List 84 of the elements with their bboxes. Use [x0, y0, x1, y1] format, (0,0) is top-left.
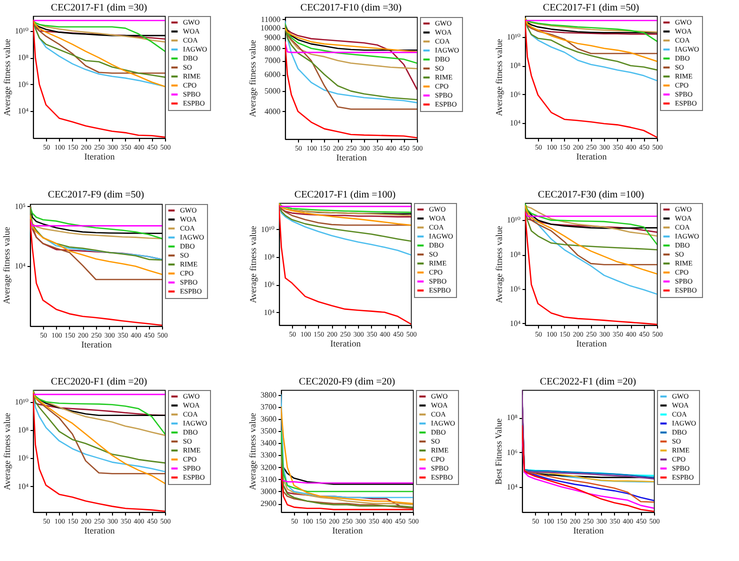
- y-tick-label: 10⁶: [510, 90, 521, 99]
- line-series: [285, 23, 417, 64]
- y-axis-title: Average fitness value: [2, 226, 12, 304]
- chart-title: CEC2020-F9 (dim =20): [298, 376, 396, 388]
- y-tick-label: 3700: [260, 402, 276, 412]
- y-tick-label: 3400: [260, 438, 276, 448]
- y-tick-label: 9000: [264, 33, 280, 42]
- y-tick-label: 3200: [260, 462, 276, 472]
- y-tick-label: 4000: [264, 106, 280, 116]
- y-tick-label: 7000: [264, 56, 280, 66]
- x-axis-title: Iteration: [336, 152, 368, 162]
- y-tick-label: 3500: [260, 426, 276, 436]
- y-tick-label: 5000: [264, 86, 280, 96]
- line-series: [33, 392, 165, 512]
- y-tick-label: 10⁴: [510, 118, 521, 128]
- y-axis-title: Average fitness value: [494, 38, 504, 116]
- y-tick-label: 3800: [260, 390, 276, 400]
- x-axis-title: Iteration: [330, 338, 362, 348]
- chart-title: CEC2017-F9 (dim =50): [48, 189, 144, 200]
- line-series: [281, 394, 413, 498]
- y-tick-label: 10¹⁰: [506, 216, 520, 225]
- chart-title: CEC2020-F1 (dim =20): [50, 376, 148, 388]
- x-axis-title: Iteration: [332, 526, 364, 536]
- y-tick-label: 8000: [264, 44, 280, 53]
- x-axis-title: Iteration: [576, 152, 608, 162]
- line-series: [33, 20, 165, 138]
- y-axis-title: Average fitness value: [2, 38, 12, 116]
- y-tick-label: 10⁴: [18, 482, 29, 491]
- chart-title: CEC2017-F30 (dim =100): [538, 190, 644, 200]
- y-tick-label: 10¹⁰: [14, 26, 28, 36]
- y-tick-label: 3100: [260, 474, 276, 484]
- line-series: [281, 430, 413, 492]
- line-series: [279, 205, 411, 325]
- y-axis-title: Best Fitness Value: [494, 418, 504, 485]
- line-series: [281, 442, 413, 508]
- y-axis-title: Average fitness value: [248, 226, 258, 304]
- chart-title: CEC2017-F10 (dim =30): [300, 2, 402, 14]
- y-axis-title: Average fitness value: [248, 40, 258, 118]
- y-axis-title: Average fitness value: [248, 412, 258, 490]
- y-tick-label: 10⁶: [510, 284, 521, 294]
- chart-title: CEC2017-F1 (dim =100): [294, 190, 396, 200]
- chart-title: CEC2017-F1 (dim =50): [542, 2, 640, 14]
- y-tick-label: 10⁶: [506, 448, 518, 457]
- y-tick-label: 10⁴: [510, 318, 521, 328]
- x-axis-title: Iteration: [576, 338, 608, 348]
- line-series: [281, 406, 413, 504]
- y-tick-label: 10000: [260, 24, 280, 33]
- y-tick-label: 10¹⁰: [506, 32, 520, 42]
- x-axis-title: Iteration: [573, 526, 604, 536]
- y-tick-label: 10¹⁰: [260, 224, 274, 234]
- chart-title: CEC2022-F1 (dim =20): [540, 376, 636, 388]
- y-tick-label: 10⁸: [506, 413, 518, 422]
- line-series: [285, 23, 417, 90]
- y-tick-label: 10⁶: [18, 80, 29, 89]
- y-tick-label: 3000: [260, 486, 276, 496]
- y-tick-label: 10⁸: [510, 250, 521, 260]
- y-tick-label: 10⁸: [18, 426, 29, 435]
- y-tick-label: 10⁴: [18, 106, 29, 116]
- line-series: [33, 20, 165, 52]
- y-tick-label: 10⁵: [14, 202, 26, 211]
- y-tick-label: 10⁶: [18, 454, 29, 463]
- y-tick-label: 2900: [260, 499, 276, 508]
- y-tick-label: 10⁴: [506, 482, 518, 492]
- y-tick-label: 6000: [264, 70, 280, 80]
- y-tick-label: 10⁸: [510, 61, 521, 70]
- x-axis-title: Iteration: [84, 152, 116, 162]
- y-tick-label: 3300: [260, 450, 276, 460]
- y-tick-label: 10⁴: [14, 262, 26, 271]
- y-tick-label: 10⁸: [264, 252, 275, 262]
- x-axis-title: Iteration: [81, 340, 112, 350]
- y-tick-label: 3600: [260, 414, 276, 424]
- x-axis-title: Iteration: [84, 526, 116, 536]
- y-axis-title: Average fitness value: [494, 226, 504, 304]
- line-series: [285, 27, 417, 52]
- chart-title: CEC2017-F1 (dim =30): [50, 2, 148, 14]
- y-axis-title: Average fitness value: [2, 412, 12, 490]
- y-tick-label: 10⁸: [18, 53, 29, 62]
- line-series: [525, 19, 657, 138]
- line-series: [30, 215, 162, 276]
- y-tick-label: 11000: [260, 14, 280, 24]
- line-series: [524, 470, 654, 482]
- y-tick-label: 10¹⁰: [14, 397, 28, 406]
- y-tick-label: 10⁴: [264, 308, 275, 317]
- y-tick-label: 10⁶: [264, 280, 275, 290]
